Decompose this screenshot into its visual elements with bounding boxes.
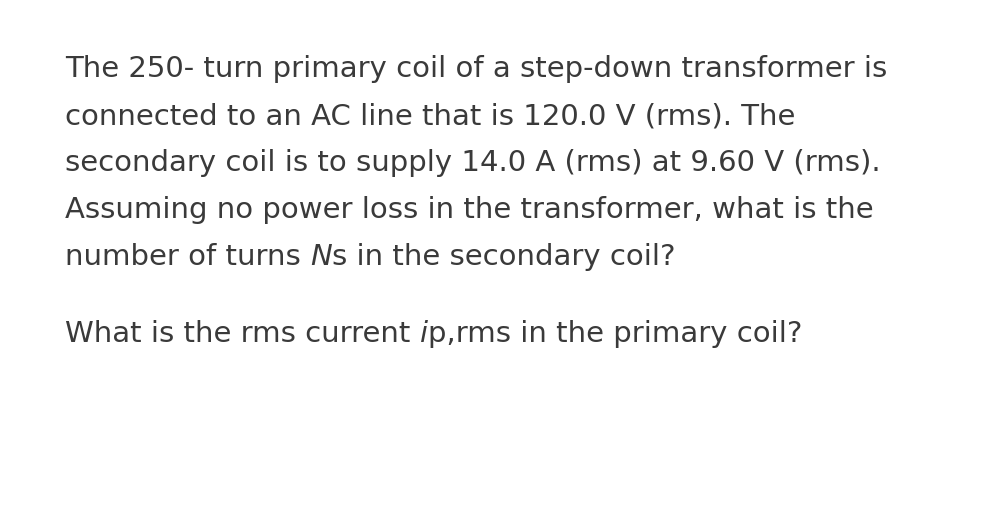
Text: N: N	[310, 243, 331, 271]
Text: s in the secondary coil?: s in the secondary coil?	[331, 243, 676, 271]
Text: Assuming no power loss in the transformer, what is the: Assuming no power loss in the transforme…	[65, 196, 873, 224]
Text: secondary coil is to supply 14.0 A (rms) at 9.60 V (rms).: secondary coil is to supply 14.0 A (rms)…	[65, 149, 880, 177]
Text: number of turns: number of turns	[65, 243, 310, 271]
Text: The 250- turn primary coil of a step-down transformer is: The 250- turn primary coil of a step-dow…	[65, 55, 887, 83]
Text: connected to an AC line that is 120.0 V (rms). The: connected to an AC line that is 120.0 V …	[65, 102, 795, 130]
Text: i: i	[419, 320, 428, 348]
Text: p,rms in the primary coil?: p,rms in the primary coil?	[428, 320, 802, 348]
Text: What is the rms current: What is the rms current	[65, 320, 419, 348]
